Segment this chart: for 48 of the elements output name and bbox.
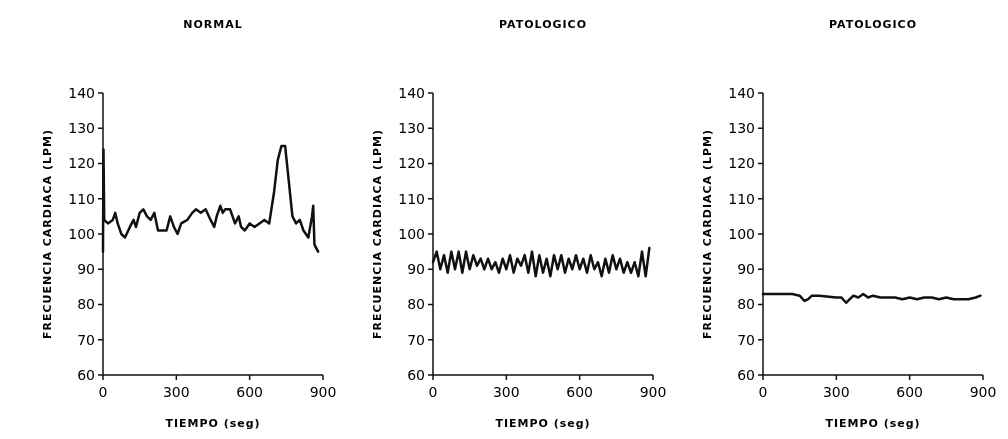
x-tick-label: 900	[309, 384, 337, 400]
y-tick-label: 120	[68, 155, 95, 172]
y-tick-label: 80	[737, 296, 755, 313]
y-tick-label: 130	[68, 120, 95, 137]
y-tick-label: 60	[77, 366, 95, 383]
y-tick-label: 60	[407, 366, 425, 383]
y-tick-label: 140	[68, 84, 95, 101]
chart-title: NORMAL	[183, 18, 243, 31]
y-tick-label: 140	[728, 84, 755, 101]
x-tick-label: 300	[492, 384, 520, 400]
x-tick-label: 600	[566, 384, 594, 400]
y-axis-title: FRECUENCIA CARDIACA (LPM)	[701, 128, 714, 340]
y-tick-label: 120	[728, 155, 755, 172]
x-tick-label: 900	[969, 384, 997, 400]
chart-title: PATOLOGICO	[498, 18, 588, 31]
x-tick-label: 600	[236, 384, 264, 400]
y-tick-label: 60	[737, 366, 755, 383]
y-tick-label: 70	[407, 331, 425, 348]
x-tick-label: 0	[758, 384, 768, 400]
chart-title: PATOLOGICO	[828, 18, 918, 31]
y-tick-label: 140	[398, 84, 425, 101]
y-tick-label: 100	[68, 225, 95, 242]
x-axis-title: TIEMPO (seg)	[825, 417, 921, 430]
y-tick-label: 100	[728, 225, 755, 242]
y-tick-label: 90	[737, 261, 755, 278]
y-tick-label: 90	[77, 261, 95, 278]
y-tick-label: 130	[398, 120, 425, 137]
y-axis-title: FRECUENCIA CARDIACA (LPM)	[41, 128, 54, 340]
y-tick-label: 110	[68, 190, 95, 207]
x-tick-label: 0	[428, 384, 438, 400]
x-axis-title: TIEMPO (seg)	[495, 417, 591, 430]
y-tick-label: 120	[398, 155, 425, 172]
x-tick-label: 0	[98, 384, 108, 400]
y-tick-label: 80	[407, 296, 425, 313]
y-axis-title: FRECUENCIA CARDIACA (LPM)	[371, 128, 384, 340]
x-axis-title: TIEMPO (seg)	[165, 417, 261, 430]
y-tick-label: 110	[398, 190, 425, 207]
y-tick-label: 70	[77, 331, 95, 348]
x-tick-label: 900	[639, 384, 667, 400]
y-tick-label: 90	[407, 261, 425, 278]
y-tick-label: 70	[737, 331, 755, 348]
x-tick-label: 300	[822, 384, 850, 400]
y-tick-label: 80	[77, 296, 95, 313]
x-tick-label: 300	[162, 384, 190, 400]
y-tick-label: 110	[728, 190, 755, 207]
y-tick-label: 100	[398, 225, 425, 242]
y-tick-label: 130	[728, 120, 755, 137]
x-tick-label: 600	[896, 384, 924, 400]
